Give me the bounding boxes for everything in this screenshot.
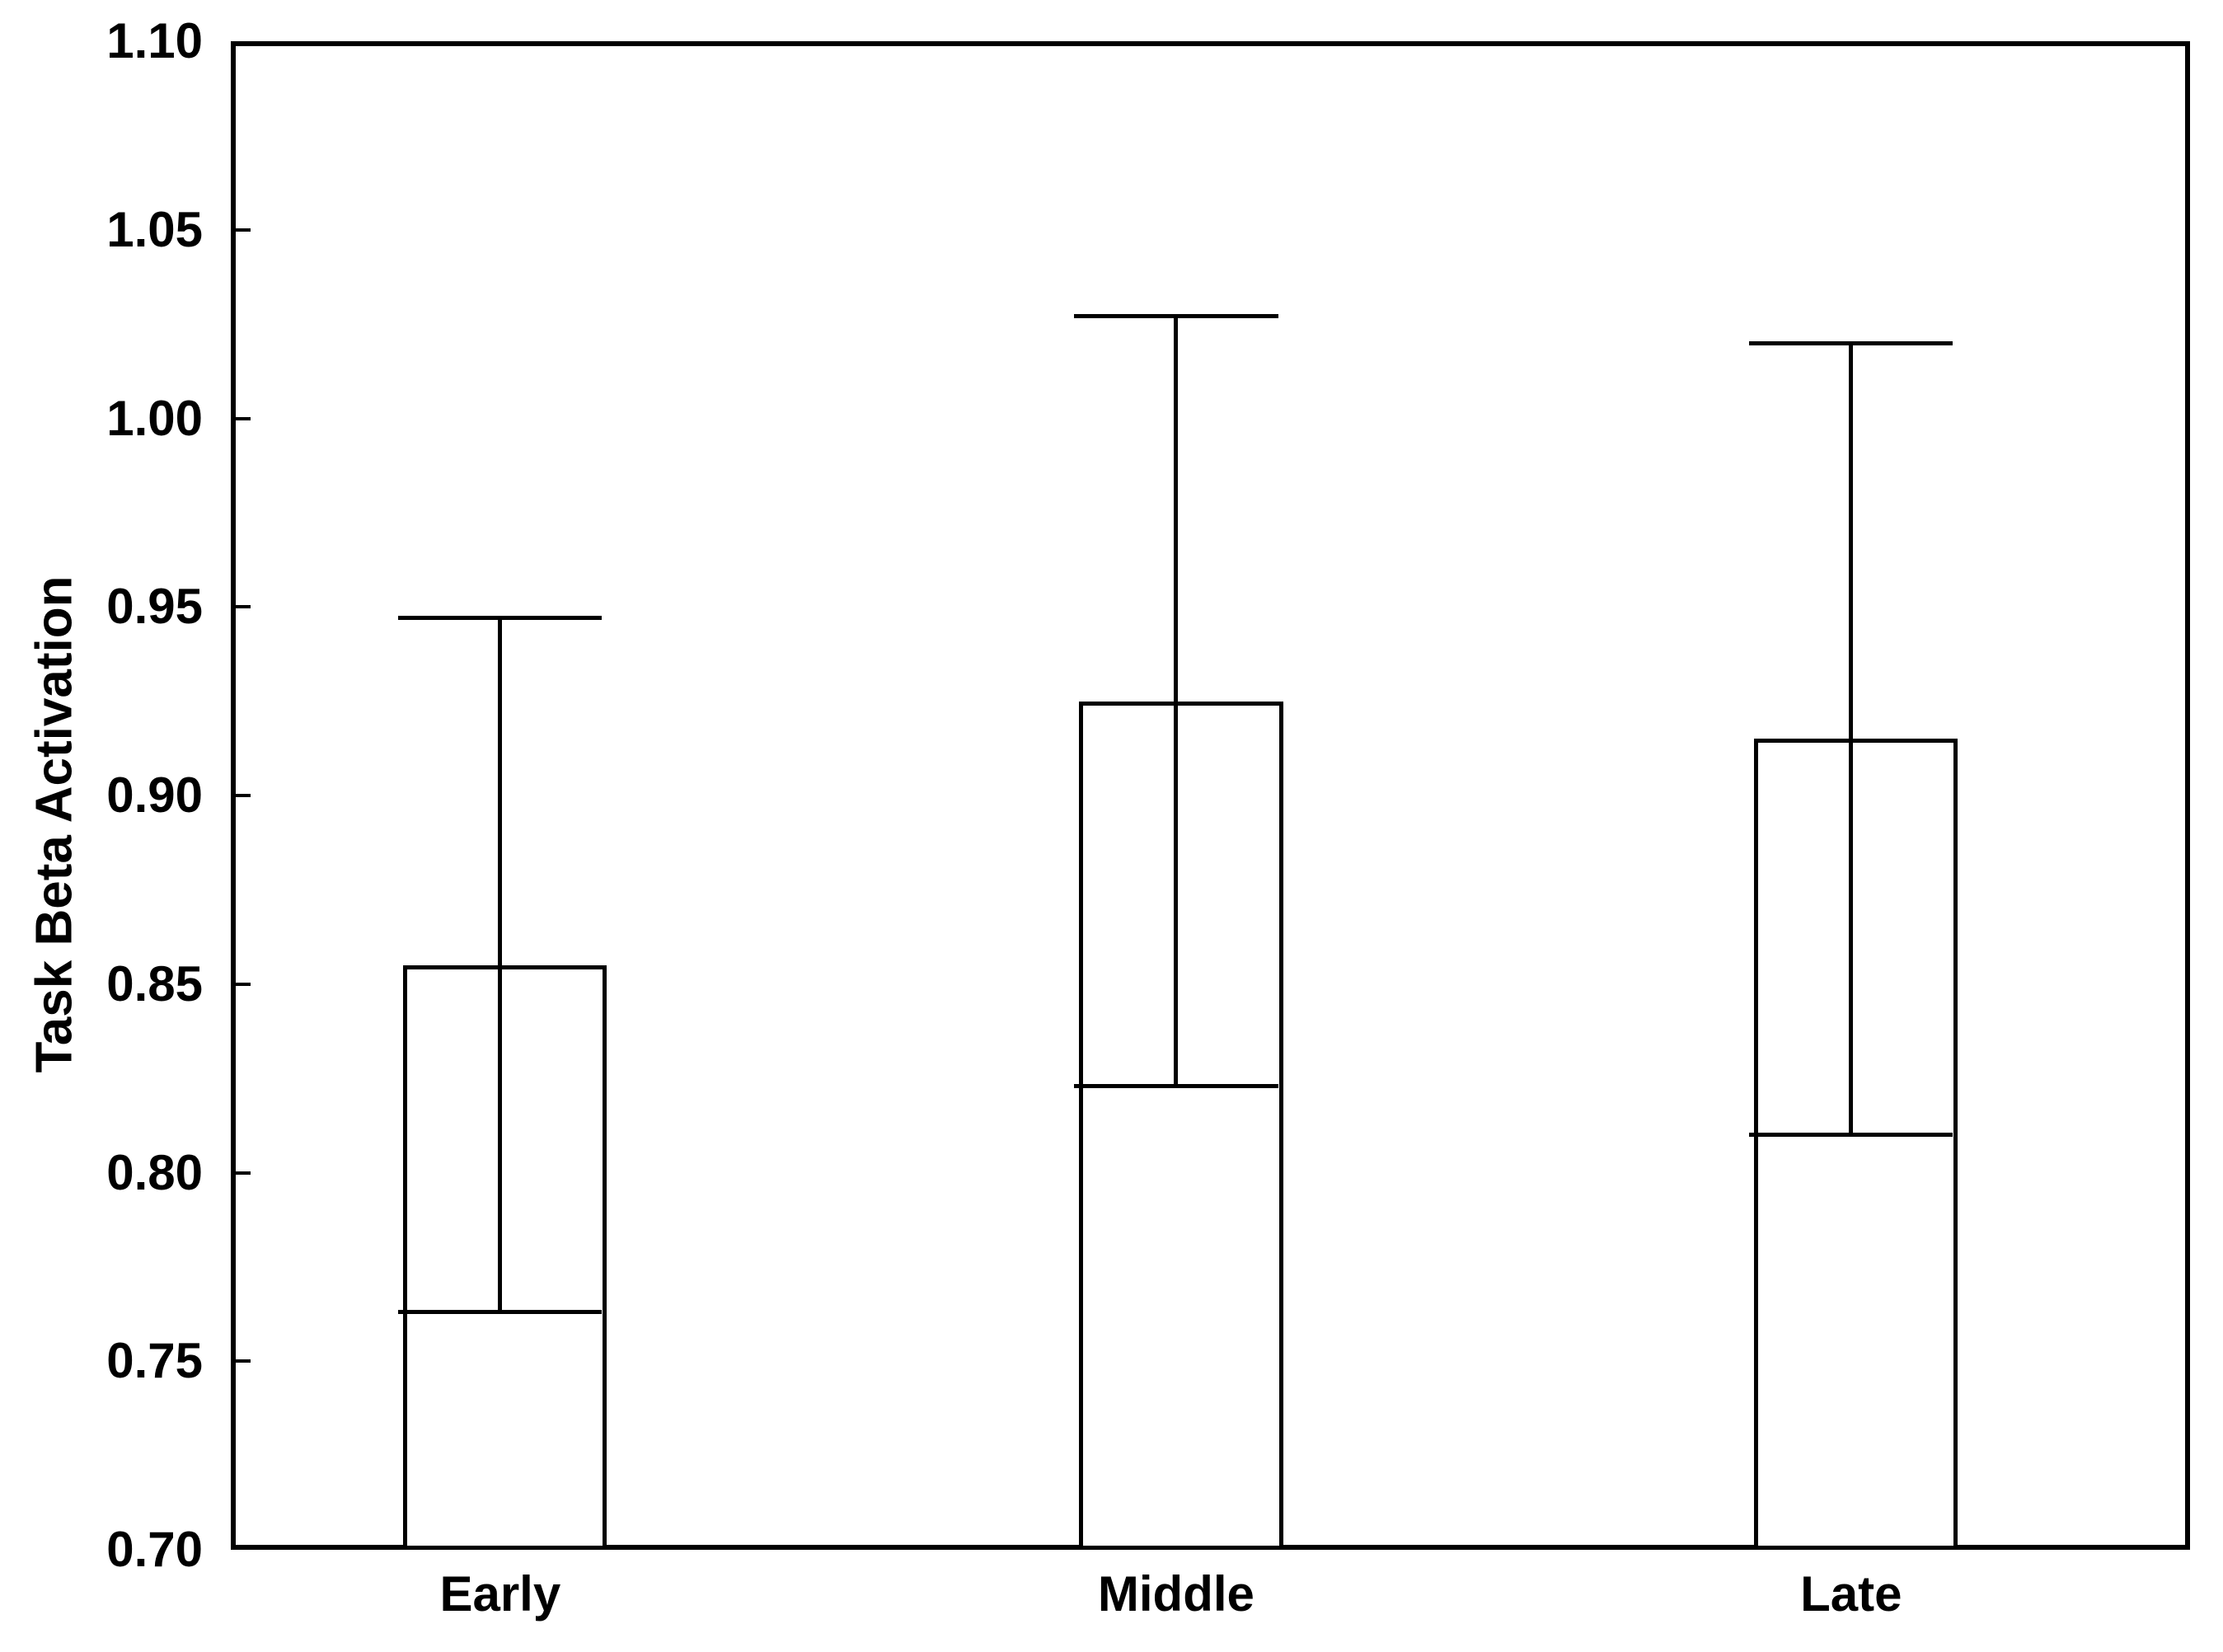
y-tick-label-0.95: 0.95	[106, 579, 203, 635]
bar-early	[403, 964, 607, 1550]
y-tick-mark-1.05	[236, 228, 251, 232]
error-bar-middle	[1174, 316, 1179, 1086]
error-cap-upper-late	[1749, 340, 1953, 345]
y-tick-label-0.90: 0.90	[106, 767, 203, 823]
x-axis-label-middle: Middle	[1097, 1566, 1255, 1621]
error-cap-lower-middle	[1074, 1083, 1278, 1088]
x-axis-label-early: Early	[439, 1566, 561, 1621]
x-axis-label-late: Late	[1800, 1566, 1902, 1621]
error-bar-early	[498, 617, 503, 1312]
error-bar-late	[1849, 343, 1854, 1135]
y-tick-label-0.75: 0.75	[106, 1333, 203, 1389]
y-tick-label-0.80: 0.80	[106, 1144, 203, 1200]
y-tick-mark-0.80	[236, 1171, 251, 1175]
error-cap-upper-early	[398, 616, 603, 621]
y-tick-mark-0.95	[236, 605, 251, 609]
y-tick-label-1.05: 1.05	[106, 201, 203, 257]
y-tick-label-1.10: 1.10	[106, 13, 203, 68]
error-cap-upper-middle	[1074, 314, 1278, 319]
plot-area	[231, 41, 2190, 1550]
error-cap-lower-early	[398, 1310, 603, 1315]
y-tick-mark-1.00	[236, 416, 251, 420]
bar-late	[1754, 739, 1958, 1550]
y-tick-mark-0.75	[236, 1359, 251, 1363]
y-tick-mark-0.85	[236, 982, 251, 986]
error-cap-lower-late	[1749, 1133, 1953, 1138]
y-tick-label-0.70: 0.70	[106, 1522, 203, 1577]
y-tick-mark-0.90	[236, 794, 251, 797]
bar-middle	[1079, 701, 1283, 1550]
y-tick-label-0.85: 0.85	[106, 955, 203, 1011]
y-tick-label-1.00: 1.00	[106, 390, 203, 446]
